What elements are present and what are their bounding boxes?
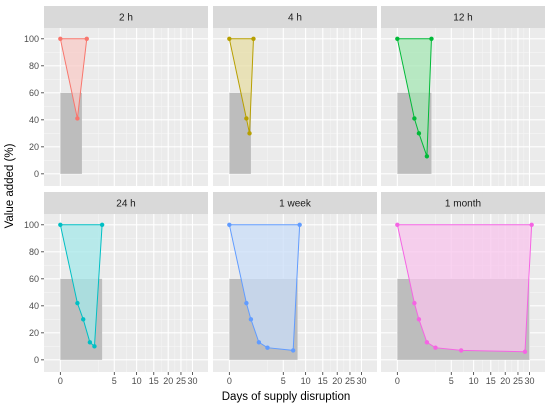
x-tick-label: 20 [163, 376, 173, 386]
panel-24-h: 24 h [44, 192, 208, 372]
x-tick-label: 5 [449, 376, 454, 386]
y-tick-label: 100 [24, 220, 39, 230]
data-point-4 [433, 345, 438, 350]
data-point-5 [290, 348, 296, 353]
panel-strip [381, 6, 545, 28]
data-point-1 [75, 116, 80, 121]
x-tick-label: 10 [469, 376, 479, 386]
y-tick-label: 0 [34, 169, 39, 179]
y-tick-label: 40 [29, 301, 39, 311]
data-point-4 [92, 344, 97, 349]
data-point-2 [416, 131, 422, 136]
data-point-0 [58, 222, 63, 228]
data-point-6 [297, 222, 302, 228]
x-tick-label: 10 [301, 376, 311, 386]
panel-strip [44, 192, 208, 214]
area-polygon [228, 224, 301, 351]
data-point-3 [424, 340, 430, 345]
data-point-1 [75, 300, 80, 306]
panel-strip-label: 12 h [453, 13, 472, 24]
y-tick-label: 100 [24, 34, 39, 44]
y-axis-ticks-top-row: 0 20 40 60 80 100 [24, 34, 44, 179]
panel-strip-label: 24 h [116, 199, 135, 210]
data-point-2 [84, 36, 89, 42]
y-tick-label: 20 [29, 142, 39, 152]
x-axis-title: Days of supply disruption [222, 391, 350, 403]
data-point-4 [265, 345, 270, 350]
data-point-3 [424, 154, 430, 159]
x-tick-label: 5 [112, 376, 117, 386]
panel-strip-label: 1 week [279, 199, 312, 210]
data-point-0 [395, 222, 400, 228]
data-point-5 [99, 222, 105, 228]
data-point-0 [395, 36, 400, 42]
data-point-7 [529, 222, 534, 228]
y-tick-label: 40 [29, 115, 39, 125]
data-point-3 [256, 340, 262, 345]
x-tick-label: 20 [500, 376, 510, 386]
y-tick-label: 60 [29, 88, 39, 98]
data-point-3 [87, 340, 93, 345]
data-point-0 [58, 36, 63, 42]
x-tick-label: 5 [281, 376, 286, 386]
panel-4-h: 4 h [213, 6, 377, 186]
x-tick-label: 10 [132, 376, 142, 386]
x-tick-label: 15 [149, 376, 159, 386]
data-point-0 [227, 36, 232, 42]
panel-strip [381, 192, 545, 214]
area-polygon [59, 38, 88, 119]
y-tick-label: 0 [34, 355, 39, 365]
y-axis-ticks-bottom-row: 0 20 40 60 80 100 [24, 220, 44, 365]
data-point-6 [522, 349, 528, 354]
panel-2-h: 2 h [44, 6, 208, 186]
area-polygon [396, 38, 432, 157]
panel-1-week: 1 week [213, 192, 377, 372]
panel-1-month: 1 month [381, 192, 545, 372]
x-tick-label: 15 [318, 376, 328, 386]
x-tick-label: 30 [187, 376, 197, 386]
x-tick-label: 25 [345, 376, 355, 386]
x-tick-label: 0 [227, 376, 232, 386]
y-tick-label: 20 [29, 328, 39, 338]
data-point-0 [227, 222, 232, 228]
panel-strip [44, 6, 208, 28]
panel-strip [213, 192, 377, 214]
data-point-1 [244, 300, 249, 306]
panel-strip-label: 2 h [119, 13, 133, 24]
panel-12-h: 12 h [381, 6, 545, 186]
panel-strip-label: 1 month [445, 199, 481, 210]
data-point-5 [458, 348, 464, 353]
x-tick-label: 0 [58, 376, 63, 386]
x-axis-ticks: 0 5 10 15 20 25 30 0 5 10 15 20 25 30 0 5 10 15 20 25 30 [58, 372, 534, 386]
data-point-4 [429, 36, 434, 42]
x-tick-label: 15 [486, 376, 496, 386]
x-tick-label: 30 [356, 376, 366, 386]
data-point-3 [251, 36, 256, 42]
data-point-1 [412, 300, 417, 306]
panel-strip-label: 4 h [288, 13, 302, 24]
x-tick-label: 20 [332, 376, 342, 386]
panels-group: 2 h 4 h 12 h 24 h 1 week 1 month [44, 6, 545, 372]
x-tick-label: 30 [524, 376, 534, 386]
data-point-2 [416, 317, 422, 322]
x-tick-label: 0 [395, 376, 400, 386]
y-axis-title: Value added (%) [4, 143, 16, 228]
data-point-1 [412, 116, 417, 121]
y-tick-label: 80 [29, 61, 39, 71]
data-point-2 [81, 317, 86, 322]
x-tick-label: 25 [176, 376, 186, 386]
data-point-2 [248, 317, 254, 322]
panel-strip [213, 6, 377, 28]
y-tick-label: 80 [29, 247, 39, 257]
data-point-1 [244, 116, 249, 121]
y-tick-label: 60 [29, 274, 39, 284]
x-tick-label: 25 [513, 376, 523, 386]
data-point-2 [247, 131, 252, 136]
